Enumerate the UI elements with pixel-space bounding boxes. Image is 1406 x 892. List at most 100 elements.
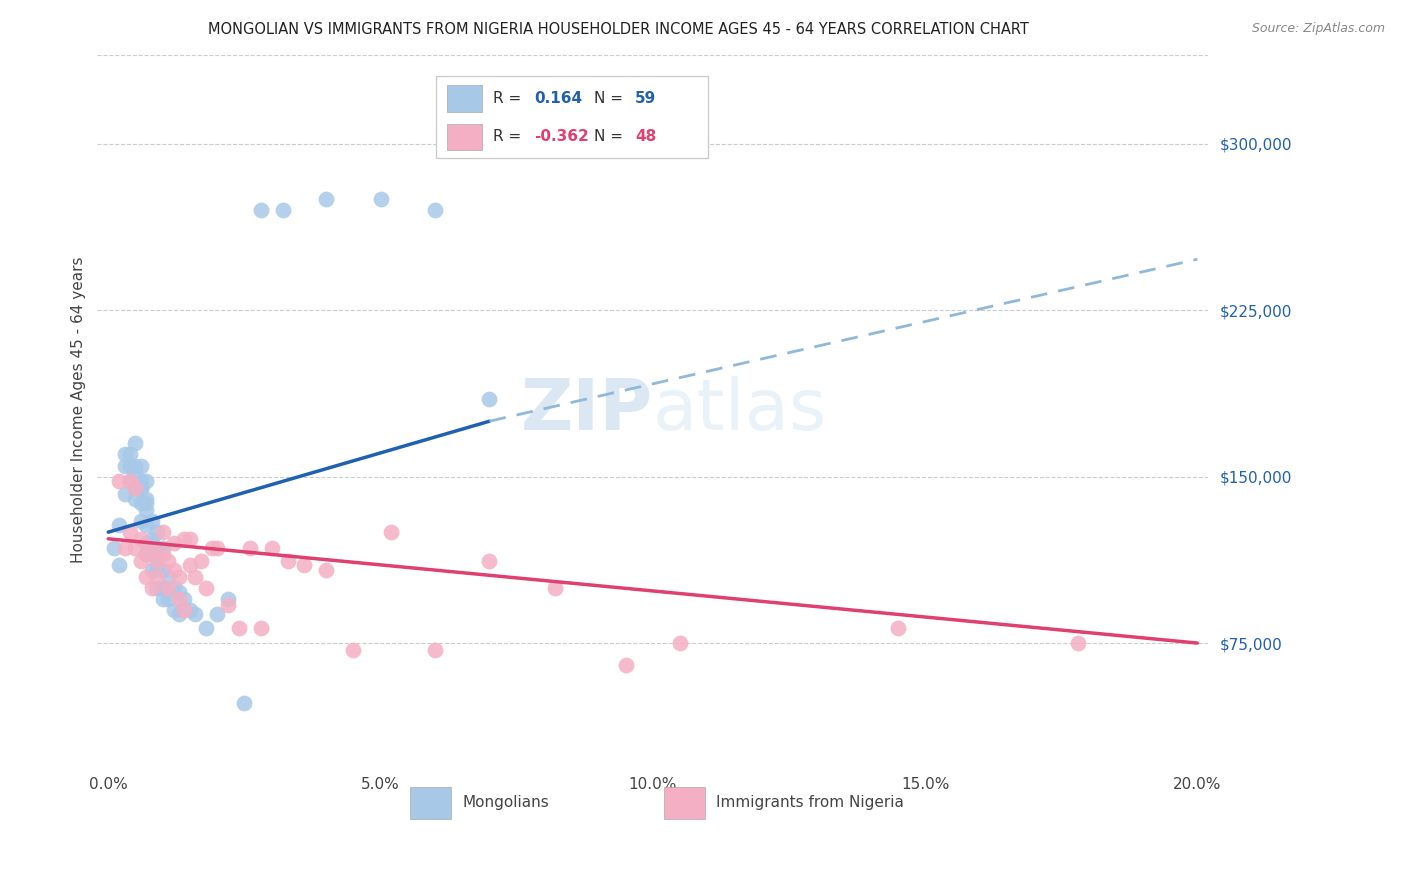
Point xyxy=(135,474,157,488)
Point xyxy=(141,547,163,561)
Text: Source: ZipAtlas.com: Source: ZipAtlas.com xyxy=(1251,22,1385,36)
Y-axis label: Householder Income Ages 45 - 64 years: Householder Income Ages 45 - 64 years xyxy=(72,257,86,564)
Point xyxy=(167,591,190,606)
Point xyxy=(108,518,131,533)
Point xyxy=(114,458,136,473)
Point xyxy=(118,474,141,488)
Point xyxy=(141,563,163,577)
Point xyxy=(342,642,364,657)
Point xyxy=(669,636,692,650)
Text: ZIP: ZIP xyxy=(520,376,652,444)
Point xyxy=(146,525,169,540)
Point xyxy=(228,621,250,635)
Point xyxy=(173,603,195,617)
Point xyxy=(157,569,180,583)
Point xyxy=(129,474,152,488)
Point xyxy=(167,585,190,599)
Point xyxy=(152,541,174,555)
Point xyxy=(152,525,174,540)
Point xyxy=(157,554,180,568)
Point xyxy=(114,448,136,462)
Point xyxy=(146,569,169,583)
Point xyxy=(118,474,141,488)
Point xyxy=(146,581,169,595)
Point xyxy=(423,203,446,218)
Point xyxy=(146,541,169,555)
Point xyxy=(152,563,174,577)
Point xyxy=(249,621,271,635)
Point xyxy=(315,192,337,206)
Point xyxy=(157,591,180,606)
Point xyxy=(124,481,146,495)
Point xyxy=(239,541,262,555)
Point xyxy=(114,487,136,501)
Point xyxy=(249,203,271,218)
Point xyxy=(146,554,169,568)
Point xyxy=(118,448,141,462)
Point xyxy=(205,607,228,622)
Point xyxy=(108,474,131,488)
Point xyxy=(135,518,157,533)
Point xyxy=(167,569,190,583)
Point xyxy=(141,541,163,555)
Point xyxy=(124,541,146,555)
Point xyxy=(114,541,136,555)
Point xyxy=(108,558,131,573)
Point xyxy=(135,491,157,506)
Point xyxy=(179,532,201,546)
Point xyxy=(157,581,180,595)
Point xyxy=(135,496,157,510)
Point xyxy=(195,621,218,635)
Point xyxy=(201,541,224,555)
Point xyxy=(141,514,163,528)
Point xyxy=(205,541,228,555)
Point xyxy=(124,491,146,506)
Point xyxy=(184,569,207,583)
Point xyxy=(478,554,501,568)
Point xyxy=(129,514,152,528)
Point xyxy=(152,581,174,595)
Point xyxy=(423,642,446,657)
Point xyxy=(124,458,146,473)
Point xyxy=(129,458,152,473)
Point xyxy=(162,603,184,617)
Point xyxy=(135,536,157,550)
Point xyxy=(260,541,283,555)
Point xyxy=(124,465,146,479)
Point xyxy=(292,558,315,573)
Point xyxy=(217,599,239,613)
Point xyxy=(129,554,152,568)
Point xyxy=(129,481,152,495)
Point xyxy=(146,558,169,573)
Point xyxy=(217,591,239,606)
Point xyxy=(135,569,157,583)
Point xyxy=(135,503,157,517)
Point xyxy=(887,621,910,635)
Point xyxy=(173,532,195,546)
Point xyxy=(129,532,152,546)
Point xyxy=(190,554,212,568)
Point xyxy=(478,392,501,406)
Point xyxy=(162,536,184,550)
Text: atlas: atlas xyxy=(652,376,827,444)
Point xyxy=(614,658,637,673)
Point xyxy=(152,547,174,561)
Point xyxy=(277,554,299,568)
Point xyxy=(118,525,141,540)
Point xyxy=(162,581,184,595)
Text: MONGOLIAN VS IMMIGRANTS FROM NIGERIA HOUSEHOLDER INCOME AGES 45 - 64 YEARS CORRE: MONGOLIAN VS IMMIGRANTS FROM NIGERIA HOU… xyxy=(208,22,1029,37)
Point xyxy=(179,558,201,573)
Point xyxy=(162,563,184,577)
Point xyxy=(129,481,152,495)
Point xyxy=(152,591,174,606)
Point xyxy=(141,581,163,595)
Point xyxy=(179,603,201,617)
Point xyxy=(124,436,146,450)
Point xyxy=(141,532,163,546)
Point xyxy=(315,563,337,577)
Point xyxy=(124,481,146,495)
Point xyxy=(184,607,207,622)
Point xyxy=(167,607,190,622)
Point xyxy=(370,192,392,206)
Point xyxy=(135,547,157,561)
